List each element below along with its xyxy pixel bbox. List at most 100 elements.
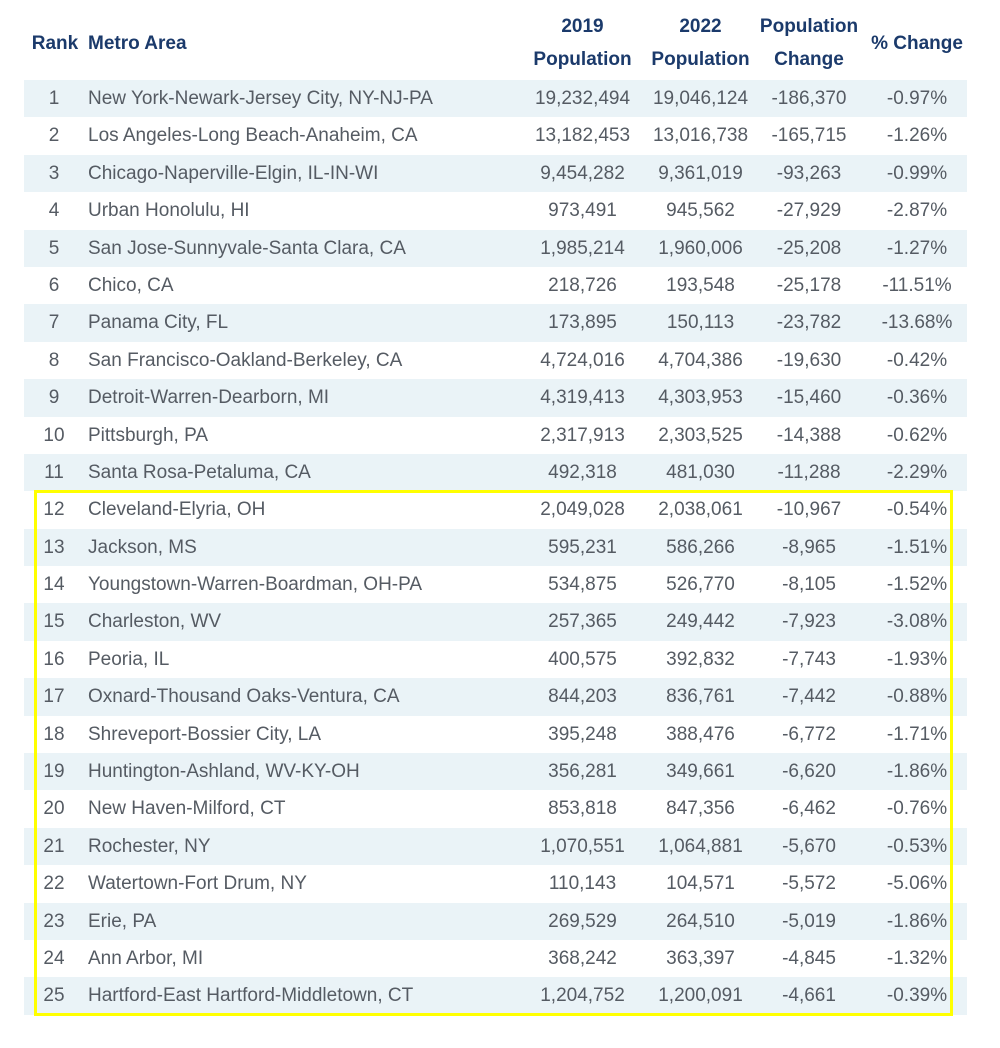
population-change-cell: -15,460	[776, 387, 842, 409]
metro-area-cell: Detroit-Warren-Dearborn, MI	[88, 387, 330, 409]
table-row: 17 Oxnard-Thousand Oaks-Ventura, CA 844,20…	[24, 678, 967, 716]
population-change-cell: -7,743	[782, 648, 836, 670]
metro-area-cell: Erie, PA	[88, 910, 157, 932]
population-2022-cell: 847,356	[666, 798, 735, 820]
rank-cell: 11	[44, 461, 64, 483]
metro-area-cell: Los Angeles-Long Beach-Anaheim, CA	[88, 125, 418, 147]
table-row: 10 Pittsburgh, PA 2,317,913 2,303,525 -14,38…	[24, 417, 967, 454]
table-row: 18 Shreveport-Bossier City, LA 395,248 388,…	[24, 716, 967, 753]
rank-cell: 1	[48, 88, 60, 109]
metro-area-cell: Rochester, NY	[88, 835, 211, 857]
metro-area-cell: Santa Rosa-Petaluma, CA	[88, 461, 311, 483]
metro-area-cell: Chicago-Naperville-Elgin, IL-IN-WI	[88, 162, 379, 184]
metro-area-cell: Youngstown-Warren-Boardman, OH-PA	[88, 574, 423, 596]
header-percent-change: % Change	[871, 33, 963, 54]
rank-cell: 7	[48, 312, 60, 334]
percent-change-cell: -13.68%	[881, 312, 953, 334]
percent-change-cell: -0.88%	[886, 686, 948, 708]
population-2022-cell: 2,303,525	[658, 424, 743, 446]
table-row: 4 Urban Honolulu, HI 973,491 945,562 -27,929…	[24, 192, 967, 229]
header-2022-population: 2022 Population	[642, 10, 759, 76]
metro-area-cell: San Francisco-Oakland-Berkeley, CA	[88, 349, 403, 371]
metro-area-cell: Jackson, MS	[88, 536, 197, 558]
population-2019-cell: 173,895	[548, 312, 617, 334]
percent-change-cell: -0.97%	[886, 88, 948, 109]
population-2019-cell: 13,182,453	[534, 125, 631, 147]
population-change-cell: -23,782	[776, 312, 842, 334]
population-2022-cell: 1,064,881	[658, 835, 743, 857]
population-2019-cell: 4,724,016	[540, 349, 625, 371]
population-2019-cell: 356,281	[548, 761, 617, 783]
metro-area-cell: Peoria, IL	[88, 648, 170, 670]
population-2019-cell: 973,491	[548, 200, 617, 222]
population-2022-cell: 363,397	[666, 947, 735, 969]
rank-cell: 21	[43, 835, 65, 857]
table-row: 1 New York-Newark-Jersey City, NY-NJ-PA 19…	[24, 80, 967, 118]
population-2019-cell: 110,143	[548, 873, 617, 895]
population-2022-cell: 836,761	[666, 686, 735, 708]
percent-change-cell: -3.08%	[886, 611, 948, 633]
population-2019-cell: 853,818	[548, 798, 617, 820]
population-change-cell: -6,620	[782, 761, 836, 783]
percent-change-cell: -0.99%	[886, 162, 948, 184]
population-change-cell: -14,388	[776, 424, 842, 446]
population-2022-cell: 104,571	[666, 873, 735, 895]
population-2022-cell: 2,038,061	[658, 499, 743, 521]
metro-area-cell: Urban Honolulu, HI	[88, 200, 250, 222]
population-2022-cell: 1,960,006	[658, 237, 743, 259]
percent-change-cell: -0.62%	[886, 424, 948, 446]
rank-cell: 20	[43, 798, 65, 820]
metro-area-cell: New York-Newark-Jersey City, NY-NJ-PA	[88, 88, 433, 109]
population-change-cell: -6,772	[782, 723, 836, 745]
table-row: 16 Peoria, IL 400,575 392,832 -7,743 -1.93%	[24, 641, 967, 678]
header-rank: Rank	[31, 33, 79, 54]
header-population-change-line2: Change	[774, 49, 844, 70]
rank-cell: 3	[48, 162, 60, 184]
population-change-cell: -4,661	[782, 985, 836, 1007]
header-2022-population-line2: Population	[651, 49, 750, 70]
rank-cell: 16	[43, 648, 65, 670]
population-2022-cell: 193,548	[666, 274, 735, 296]
header-metro-area: Metro Area	[88, 33, 187, 54]
percent-change-cell: -0.76%	[886, 798, 948, 820]
population-2022-cell: 4,303,953	[658, 387, 743, 409]
rank-cell: 5	[48, 237, 60, 259]
table-row: 2 Los Angeles-Long Beach-Anaheim, CA 13,18…	[24, 117, 967, 154]
percent-change-cell: -1.27%	[886, 237, 948, 259]
population-2019-cell: 395,248	[548, 723, 617, 745]
rank-cell: 12	[43, 499, 65, 521]
metro-area-cell: Cleveland-Elyria, OH	[88, 499, 266, 521]
rank-cell: 10	[43, 424, 65, 446]
metro-area-cell: New Haven-Milford, CT	[88, 798, 286, 820]
population-2019-cell: 2,049,028	[540, 499, 625, 521]
table-row: 15 Charleston, WV 257,365 249,442 -7,923 -3.0…	[24, 603, 967, 641]
rank-cell: 23	[43, 910, 65, 932]
table-row: 13 Jackson, MS 595,231 586,266 -8,965 -1.51%	[24, 528, 967, 567]
population-2019-cell: 400,575	[548, 648, 617, 670]
population-2019-cell: 844,203	[548, 686, 617, 708]
population-change-cell: -19,630	[776, 349, 842, 371]
percent-change-cell: -0.39%	[886, 985, 948, 1007]
population-2022-cell: 945,562	[666, 200, 735, 222]
rank-cell: 22	[43, 873, 65, 895]
rank-cell: 6	[48, 274, 60, 296]
table-row: 3 Chicago-Naperville-Elgin, IL-IN-WI 9,454…	[24, 154, 967, 193]
population-change-cell: -93,263	[776, 162, 842, 184]
percent-change-cell: -1.86%	[886, 761, 948, 783]
rank-cell: 15	[43, 611, 65, 633]
table-row: 23 Erie, PA 269,529 264,510 -5,019 -1.86%	[24, 902, 967, 940]
metro-area-cell: Watertown-Fort Drum, NY	[88, 873, 307, 895]
percent-change-cell: -1.32%	[886, 947, 948, 969]
population-2022-cell: 249,442	[666, 611, 735, 633]
metro-population-table: Rank Metro Area 2019 Population 2022 Pop…	[24, 6, 967, 1015]
percent-change-cell: -2.29%	[886, 461, 948, 483]
population-2022-cell: 150,113	[666, 312, 735, 334]
table-header: Rank Metro Area 2019 Population 2022 Pop…	[24, 6, 967, 80]
population-2022-cell: 13,016,738	[652, 125, 749, 147]
metro-area-cell: Pittsburgh, PA	[88, 424, 209, 446]
population-2019-cell: 9,454,282	[540, 162, 625, 184]
population-2019-cell: 534,875	[548, 574, 617, 596]
table-row: 21 Rochester, NY 1,070,551 1,064,881 -5,670 -…	[24, 827, 967, 866]
population-2022-cell: 526,770	[666, 574, 735, 596]
header-population-change-line1: Population	[759, 16, 859, 37]
